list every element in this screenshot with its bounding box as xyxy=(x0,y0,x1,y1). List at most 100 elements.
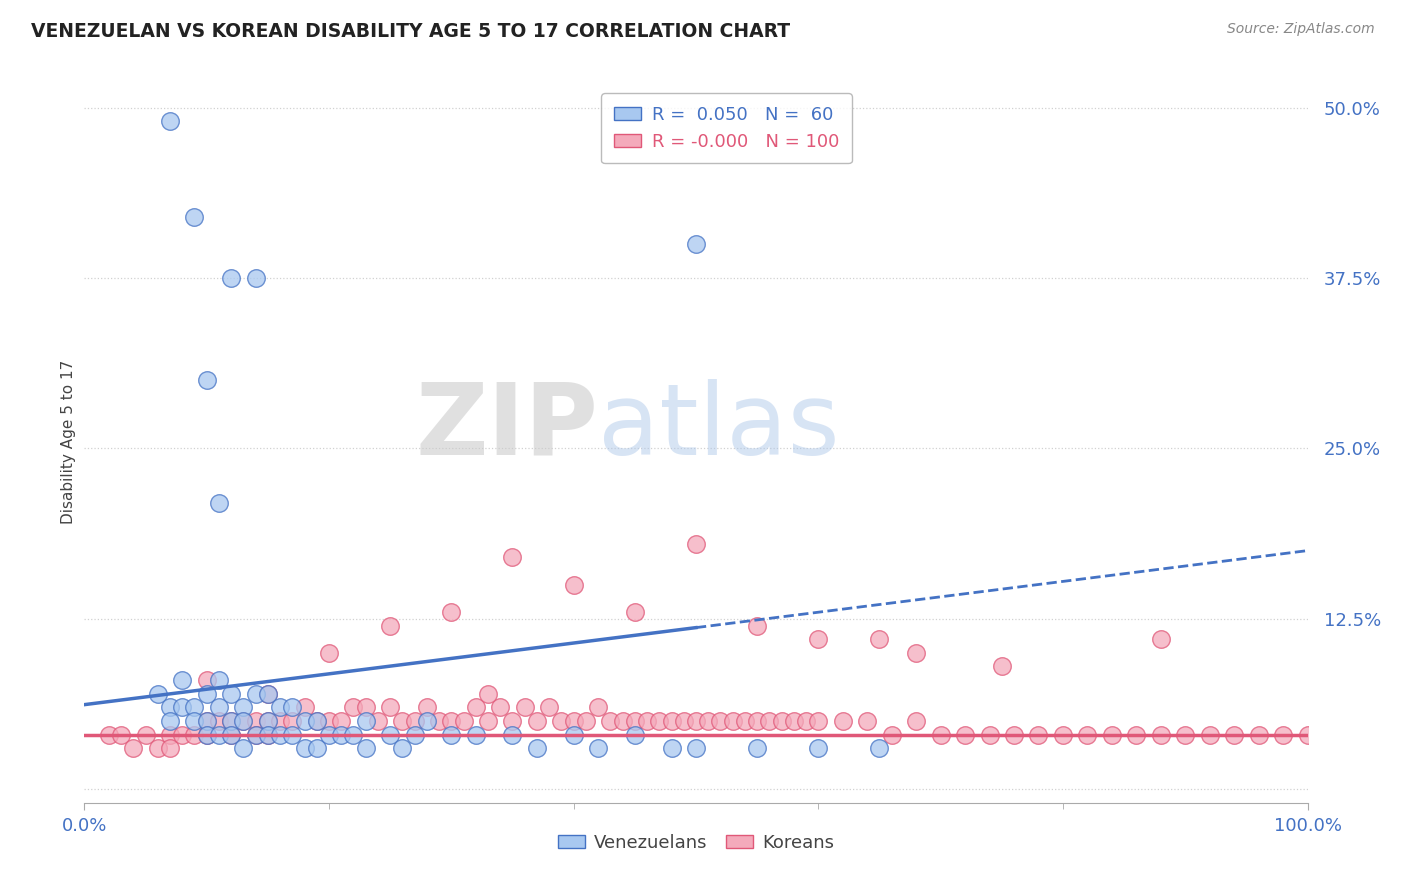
Point xyxy=(1052,728,1074,742)
Point xyxy=(208,728,231,742)
Point xyxy=(416,714,439,728)
Point xyxy=(391,714,413,728)
Point xyxy=(318,728,340,742)
Point xyxy=(747,714,769,728)
Point xyxy=(440,714,463,728)
Point xyxy=(294,741,316,756)
Point xyxy=(440,605,463,619)
Point xyxy=(709,714,731,728)
Point xyxy=(685,236,707,251)
Point xyxy=(232,741,254,756)
Point xyxy=(1247,728,1270,742)
Point xyxy=(1174,728,1197,742)
Point xyxy=(159,114,181,128)
Point xyxy=(159,700,181,714)
Point xyxy=(905,714,928,728)
Text: ZIP: ZIP xyxy=(415,378,598,475)
Point xyxy=(648,714,671,728)
Point xyxy=(453,714,475,728)
Point xyxy=(1150,632,1173,647)
Point xyxy=(502,550,524,565)
Point xyxy=(526,741,548,756)
Point xyxy=(135,728,157,742)
Point xyxy=(502,728,524,742)
Point xyxy=(219,728,242,742)
Point xyxy=(575,714,598,728)
Point xyxy=(208,673,231,687)
Point xyxy=(672,714,695,728)
Point xyxy=(391,741,413,756)
Point xyxy=(172,728,194,742)
Point xyxy=(586,700,609,714)
Point xyxy=(159,714,181,728)
Point xyxy=(807,741,830,756)
Point xyxy=(245,271,267,285)
Point xyxy=(367,714,389,728)
Point xyxy=(219,714,242,728)
Point xyxy=(734,714,756,728)
Point xyxy=(1296,728,1319,742)
Point xyxy=(464,700,486,714)
Point xyxy=(380,618,402,632)
Point xyxy=(1076,728,1098,742)
Point xyxy=(550,714,572,728)
Point xyxy=(318,714,340,728)
Point xyxy=(195,673,218,687)
Point xyxy=(281,700,304,714)
Text: atlas: atlas xyxy=(598,378,839,475)
Point xyxy=(257,714,280,728)
Point xyxy=(354,700,377,714)
Point xyxy=(294,700,316,714)
Point xyxy=(257,687,280,701)
Point xyxy=(685,741,707,756)
Point xyxy=(342,728,364,742)
Point xyxy=(477,714,499,728)
Point xyxy=(747,618,769,632)
Point xyxy=(380,700,402,714)
Point xyxy=(599,714,621,728)
Point xyxy=(257,687,280,701)
Point xyxy=(172,700,194,714)
Point xyxy=(97,728,120,742)
Point xyxy=(1198,728,1220,742)
Point xyxy=(513,700,536,714)
Point xyxy=(146,741,169,756)
Point xyxy=(354,714,377,728)
Point xyxy=(612,714,634,728)
Point xyxy=(1002,728,1025,742)
Point xyxy=(869,632,891,647)
Point xyxy=(562,714,585,728)
Point xyxy=(636,714,658,728)
Point xyxy=(856,714,879,728)
Point xyxy=(269,700,291,714)
Point xyxy=(219,728,242,742)
Point xyxy=(195,728,218,742)
Point xyxy=(526,714,548,728)
Point xyxy=(562,728,585,742)
Point xyxy=(831,714,853,728)
Point xyxy=(232,714,254,728)
Point xyxy=(183,210,205,224)
Point xyxy=(404,728,426,742)
Point xyxy=(661,741,683,756)
Point xyxy=(269,714,291,728)
Point xyxy=(219,687,242,701)
Point xyxy=(245,687,267,701)
Point xyxy=(1272,728,1295,742)
Point xyxy=(586,741,609,756)
Point xyxy=(195,714,218,728)
Point xyxy=(269,728,291,742)
Point xyxy=(305,714,328,728)
Point xyxy=(502,714,524,728)
Point xyxy=(697,714,720,728)
Point xyxy=(354,741,377,756)
Point xyxy=(208,714,231,728)
Point xyxy=(562,577,585,591)
Point xyxy=(624,714,647,728)
Point xyxy=(1101,728,1123,742)
Point xyxy=(257,728,280,742)
Point xyxy=(122,741,145,756)
Point xyxy=(195,728,218,742)
Point xyxy=(661,714,683,728)
Point xyxy=(1125,728,1147,742)
